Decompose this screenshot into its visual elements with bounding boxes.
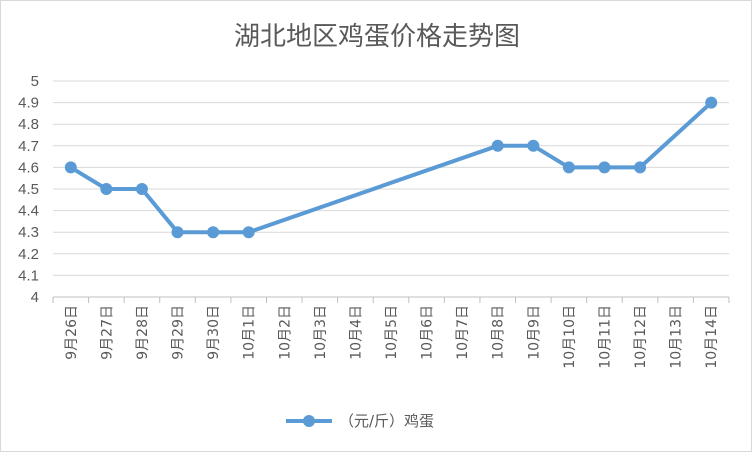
data-point	[242, 226, 255, 239]
x-tick-label: 10月9日	[526, 305, 542, 360]
x-tick-label: 10月2日	[277, 305, 293, 360]
data-point	[100, 183, 113, 195]
data-point	[135, 183, 148, 195]
x-tick-label: 10月4日	[348, 305, 364, 360]
x-tick-label: 10月5日	[384, 305, 400, 360]
data-point	[634, 161, 647, 174]
data-point	[562, 161, 575, 174]
legend-marker-swatch	[303, 415, 315, 427]
data-point	[64, 161, 77, 174]
data-point	[598, 161, 611, 174]
data-point	[705, 96, 718, 109]
x-tick-label: 10月12日	[633, 305, 649, 369]
y-tick-label: 4	[31, 289, 39, 306]
x-tick-label: 10月8日	[491, 305, 507, 360]
data-point	[207, 226, 220, 239]
x-tick-label: 10月1日	[242, 305, 258, 360]
data-point	[171, 226, 184, 239]
x-tick-label: 9月29日	[171, 305, 187, 360]
y-tick-label: 4.4	[18, 203, 39, 220]
x-tick-label: 9月26日	[64, 305, 80, 360]
y-tick-label: 4.8	[18, 116, 39, 133]
x-tick-label: 9月27日	[99, 305, 115, 360]
y-tick-label: 4.9	[18, 95, 39, 112]
data-point	[527, 139, 540, 152]
x-tick-label: 10月13日	[669, 305, 685, 369]
y-tick-label: 4.3	[18, 224, 39, 241]
x-tick-label: 9月30日	[206, 305, 222, 360]
x-tick-label: 10月14日	[704, 305, 720, 369]
y-tick-label: 4.7	[18, 138, 39, 155]
series-layer	[64, 96, 718, 239]
y-tick-label: 4.6	[18, 159, 39, 176]
x-axis-ticks: 9月26日 9月27日 9月28日 9月29日 9月30日 10月1日 10月2日 10月3日…	[52, 297, 730, 369]
y-tick-label: 4.5	[18, 181, 39, 198]
y-tick-label: 4.2	[18, 246, 39, 263]
x-tick-label: 10月11日	[597, 305, 613, 369]
x-tick-label: 10月6日	[420, 305, 436, 360]
legend: （元/斤）鸡蛋	[286, 412, 434, 430]
x-tick-label: 10月3日	[313, 305, 329, 360]
x-tick-label: 10月7日	[455, 305, 471, 360]
data-point	[491, 139, 504, 152]
chart-title: 湖北地区鸡蛋价格走势图	[234, 22, 520, 52]
y-tick-label: 4.1	[18, 267, 39, 284]
gridlines	[53, 80, 729, 298]
x-tick-label: 9月28日	[135, 305, 151, 360]
legend-label: （元/斤）鸡蛋	[339, 412, 434, 430]
y-tick-label: 5	[31, 73, 39, 90]
y-axis-ticks: 4 4.1 4.2 4.3 4.4 4.5 4.6 4.7 4.8 4.9 5	[18, 73, 39, 306]
x-tick-label: 10月10日	[562, 305, 578, 369]
